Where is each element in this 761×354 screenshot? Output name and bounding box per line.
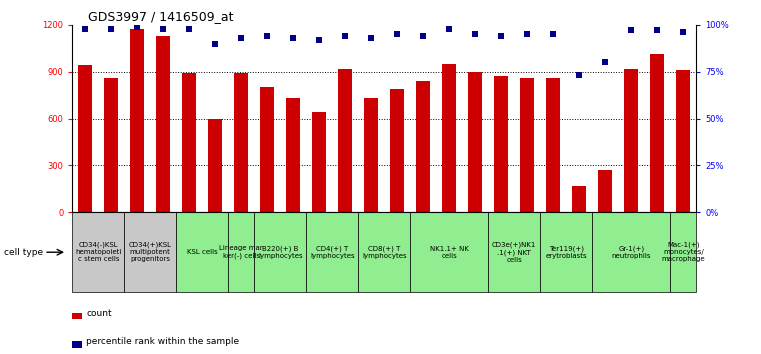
Text: Gr-1(+)
neutrophils: Gr-1(+) neutrophils [612,245,651,259]
Bar [540,212,592,292]
Bar [670,212,696,292]
Point [677,29,689,35]
Bar [72,341,81,348]
Bar [104,78,119,212]
Point [443,26,455,32]
Bar [365,98,378,212]
Bar [416,81,431,212]
Bar [358,212,410,292]
Text: KSL cells: KSL cells [187,249,218,255]
Point [131,24,143,29]
Point [391,31,403,37]
Bar [286,98,301,212]
Bar [177,212,228,292]
Point [417,33,429,39]
Point [287,35,299,41]
Text: Lineage mar
ker(-) cells: Lineage mar ker(-) cells [219,245,263,259]
Point [235,35,247,41]
Text: CD4(+) T
lymphocytes: CD4(+) T lymphocytes [310,245,355,259]
Text: Mac-1(+)
monocytes/
macrophage: Mac-1(+) monocytes/ macrophage [661,242,705,262]
Bar [72,212,124,292]
Bar [254,212,306,292]
Text: percentile rank within the sample: percentile rank within the sample [86,337,239,347]
Text: cell type: cell type [4,248,43,257]
Text: NK1.1+ NK
cells: NK1.1+ NK cells [430,246,469,259]
Bar [72,313,81,319]
Point [547,31,559,37]
Point [339,33,352,39]
Bar [182,73,196,212]
Point [599,59,611,65]
Text: B220(+) B
lymphocytes: B220(+) B lymphocytes [258,245,303,259]
Point [314,37,326,42]
Point [209,41,221,46]
Bar [234,73,248,212]
Point [573,73,585,78]
Bar [338,69,352,212]
Bar [410,212,489,292]
Bar [489,212,540,292]
Bar [306,212,358,292]
Bar [468,72,482,212]
Point [105,26,117,32]
Bar [260,87,275,212]
Text: Ter119(+)
erytroblasts: Ter119(+) erytroblasts [546,245,587,259]
Point [470,31,482,37]
Text: CD34(-)KSL
hematopoieti
c stem cells: CD34(-)KSL hematopoieti c stem cells [75,242,122,262]
Point [365,35,377,41]
Point [626,28,638,33]
Point [79,26,91,32]
Bar [598,170,613,212]
Bar [521,78,534,212]
Point [158,26,170,32]
Bar [677,70,690,212]
Bar [209,119,222,212]
Text: CD8(+) T
lymphocytes: CD8(+) T lymphocytes [362,245,406,259]
Point [183,26,196,32]
Point [495,33,508,39]
Bar [624,69,638,212]
Point [521,31,533,37]
Bar [78,65,92,212]
Bar [592,212,670,292]
Bar [390,89,404,212]
Bar [312,112,326,212]
Bar [442,64,457,212]
Bar [650,55,664,212]
Text: CD34(+)KSL
multipotent
progenitors: CD34(+)KSL multipotent progenitors [129,242,172,262]
Bar [572,186,587,212]
Bar [130,29,145,212]
Text: GDS3997 / 1416509_at: GDS3997 / 1416509_at [88,10,233,23]
Bar [546,78,560,212]
Bar [494,76,508,212]
Point [261,33,273,39]
Text: count: count [86,309,112,318]
Point [651,28,664,33]
Bar [228,212,254,292]
Bar [156,36,170,212]
Bar [124,212,177,292]
Text: CD3e(+)NK1
.1(+) NKT
cells: CD3e(+)NK1 .1(+) NKT cells [492,242,537,263]
